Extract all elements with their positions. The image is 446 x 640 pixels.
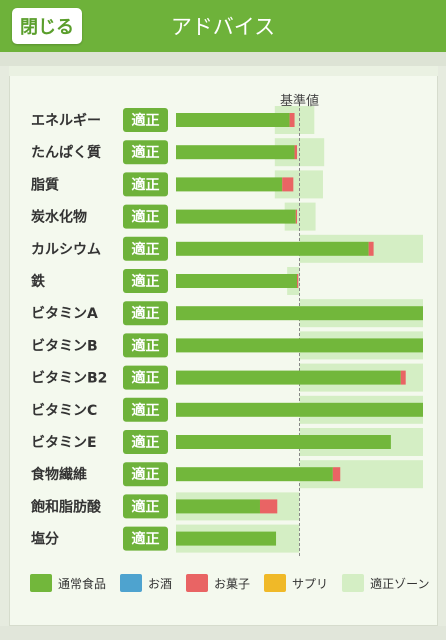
status-badge-label: 適正 <box>132 531 160 548</box>
category-label: 脂質 <box>30 176 59 193</box>
legend-label: 適正ゾーン <box>370 576 430 591</box>
bar-segment <box>282 177 294 192</box>
header-bar: アドバイス 閉じる <box>0 0 446 52</box>
chart-legend: 通常食品 お酒 お菓子 サプリ 適正ゾーン <box>30 572 429 594</box>
bar-segment <box>289 113 295 127</box>
category-label: ビタミンA <box>31 306 98 322</box>
header-shadow-strip <box>0 52 446 66</box>
bottom-strip <box>0 626 446 640</box>
status-badge-label: 適正 <box>132 337 160 354</box>
status-badge-label: 適正 <box>132 241 160 258</box>
legend-swatch <box>186 574 209 592</box>
bar-segment <box>295 209 298 224</box>
bar-segment <box>176 402 423 417</box>
legend-label: 通常食品 <box>58 576 107 591</box>
category-label: 鉄 <box>31 273 46 290</box>
bar-segment <box>368 241 374 256</box>
legend-item: お菓子 <box>186 574 250 592</box>
bar-segment <box>176 177 283 192</box>
category-label: ビタミンB2 <box>31 371 107 387</box>
category-label: ビタミンC <box>31 403 97 419</box>
category-label: ビタミンB <box>31 338 98 354</box>
status-badge <box>123 462 168 487</box>
status-badge-label: 適正 <box>132 305 160 322</box>
status-badge-label: 適正 <box>132 370 160 387</box>
status-badge <box>123 333 168 358</box>
status-badge <box>123 365 168 390</box>
status-badge-label: 適正 <box>132 176 160 193</box>
bar-segment <box>176 370 401 385</box>
status-badge <box>123 430 168 454</box>
category-label: たんぱく質 <box>31 144 101 161</box>
legend-swatch <box>342 574 365 592</box>
legend-item: 通常食品 <box>30 574 106 592</box>
legend-item: サプリ <box>264 574 328 592</box>
bar-segment <box>176 241 369 256</box>
status-badge <box>123 140 168 165</box>
legend-item: お酒 <box>120 574 172 592</box>
close-button[interactable]: 閉じる <box>12 8 82 44</box>
legend-item: 適正ゾーン <box>342 574 429 592</box>
status-badge <box>123 526 168 551</box>
bar-segment <box>176 209 296 224</box>
status-badge-label: 適正 <box>132 402 160 419</box>
bar-segment <box>332 467 341 482</box>
bar-segment <box>176 145 295 160</box>
page-title: アドバイス <box>170 15 276 39</box>
category-label: エネルギー <box>31 112 101 129</box>
legend-swatch <box>120 574 143 592</box>
status-badge-label: 適正 <box>132 209 160 226</box>
bar-segment <box>176 531 277 546</box>
bar-segment <box>259 499 278 514</box>
bar-segment <box>176 113 290 127</box>
bar-segment <box>297 274 299 288</box>
category-label: 食物繊維 <box>31 466 87 483</box>
bar-segment <box>176 499 260 514</box>
bar-segment <box>294 145 298 160</box>
category-label: 飽和脂肪酸 <box>30 498 102 515</box>
status-badge-label: 適正 <box>132 273 160 290</box>
status-badge <box>123 397 168 422</box>
status-badge <box>123 269 168 293</box>
status-badge <box>123 301 168 326</box>
reference-line-label: 基準値 <box>280 93 319 109</box>
bar-segment <box>176 274 298 288</box>
bar-segment <box>176 338 423 353</box>
category-label: ビタミンE <box>31 435 97 451</box>
status-badge-label: 適正 <box>132 112 160 129</box>
status-badge <box>123 236 168 261</box>
status-badge <box>123 108 168 132</box>
category-label: カルシウム <box>31 242 101 258</box>
category-label: 塩分 <box>31 531 59 548</box>
status-badge-label: 適正 <box>132 434 160 451</box>
legend-label: お菓子 <box>214 576 251 591</box>
legend-label: お酒 <box>148 576 173 591</box>
bar-segment <box>176 467 333 482</box>
bar-segment <box>176 435 391 449</box>
category-label: 炭水化物 <box>31 209 87 226</box>
legend-swatch <box>264 574 287 592</box>
status-badge-label: 適正 <box>132 144 160 161</box>
status-badge-label: 適正 <box>132 466 160 483</box>
bar-segment <box>400 370 406 385</box>
status-badge <box>123 204 168 229</box>
panel-top-strip <box>9 66 438 76</box>
legend-swatch <box>30 574 52 592</box>
status-badge <box>123 172 168 197</box>
legend-label: サプリ <box>292 576 329 591</box>
bar-segment <box>176 306 423 321</box>
status-badge-label: 適正 <box>132 498 160 515</box>
status-badge <box>123 494 168 519</box>
